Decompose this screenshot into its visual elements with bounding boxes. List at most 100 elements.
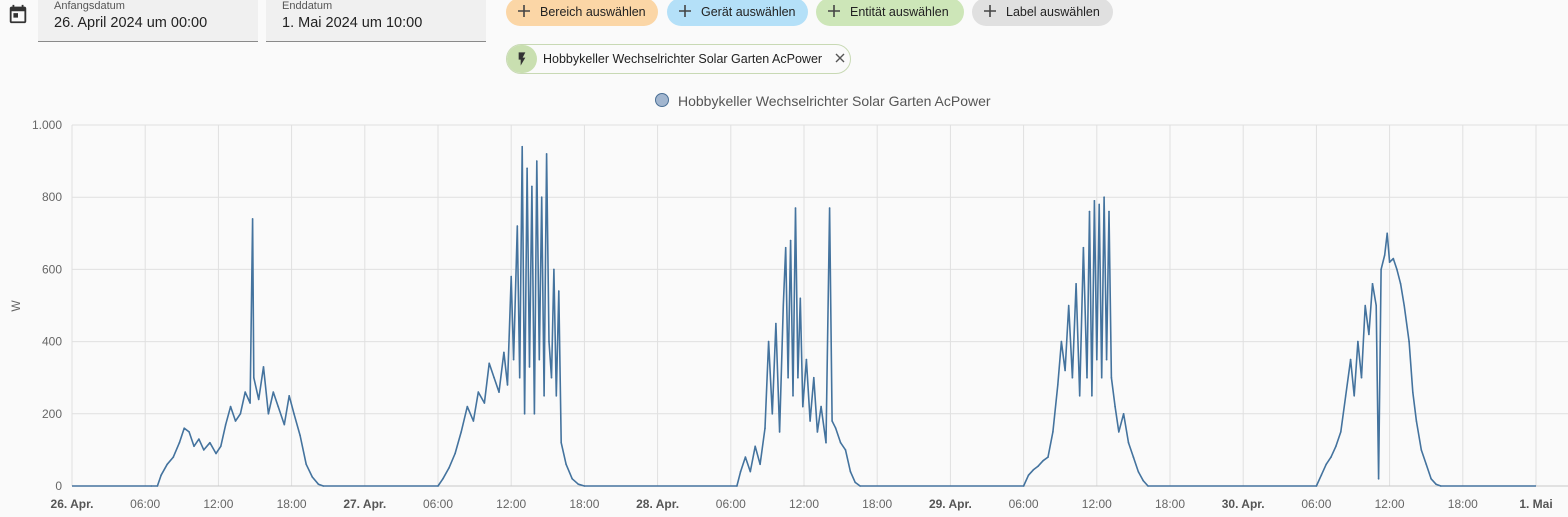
data-point (775, 322, 777, 325)
data-point (1047, 456, 1049, 458)
choose-device-label: Gerät auswählen (701, 5, 796, 19)
choose-entity-button[interactable]: Entität auswählen (816, 0, 964, 26)
data-point (1360, 376, 1363, 379)
data-point (1037, 465, 1039, 467)
x-tick-label: 06:00 (716, 497, 746, 511)
data-point (1377, 478, 1380, 480)
x-tick-label: 1. Mai (1519, 497, 1552, 511)
data-point (1430, 478, 1432, 480)
data-point (1147, 485, 1149, 487)
data-point (1392, 257, 1395, 260)
data-point (809, 420, 811, 422)
entity-icon-container (507, 45, 537, 73)
end-date-value: 1. Mai 2024 um 10:00 (282, 15, 423, 31)
legend-label: Hobbykeller Wechselrichter Solar Garten … (678, 93, 991, 109)
data-point (1075, 283, 1077, 285)
data-point (553, 268, 555, 271)
data-point (526, 167, 528, 170)
y-tick-label: 200 (42, 407, 62, 421)
data-point (466, 405, 469, 408)
y-tick-label: 600 (42, 262, 62, 276)
data-point (583, 485, 586, 487)
y-tick-label: 1.000 (32, 118, 62, 132)
data-point (442, 478, 444, 480)
data-point (193, 445, 195, 448)
legend-swatch (655, 93, 669, 107)
choose-area-button[interactable]: Bereich auswählen (506, 0, 658, 26)
choose-label-label: Label auswählen (1006, 5, 1100, 19)
data-point (1093, 200, 1096, 202)
data-point (543, 395, 545, 397)
data-point (1027, 474, 1030, 477)
data-point (1315, 485, 1318, 487)
data-point (767, 340, 770, 343)
data-point (150, 485, 153, 487)
data-point (156, 485, 159, 487)
data-point (533, 413, 536, 415)
data-point (1440, 485, 1442, 487)
end-date-field[interactable]: Enddatum 1. Mai 2024 um 10:00 (266, 0, 486, 42)
data-point (854, 481, 856, 484)
x-tick-label: 12:00 (1375, 497, 1405, 511)
data-point (1371, 283, 1374, 285)
data-point (448, 467, 450, 469)
data-point (305, 463, 308, 466)
data-point (797, 376, 799, 379)
y-tick-label: 400 (42, 335, 62, 349)
data-point (1335, 445, 1337, 448)
data-point (1375, 304, 1377, 307)
data-point (322, 485, 325, 487)
data-point (1091, 395, 1093, 397)
start-date-field[interactable]: Anfangsdatum 26. April 2024 um 00:00 (38, 0, 258, 42)
start-date-label: Anfangsdatum (54, 0, 125, 12)
data-point (813, 376, 815, 379)
x-tick-label: 18:00 (569, 497, 599, 511)
selected-entity-chip[interactable]: Hobbykeller Wechselrichter Solar Garten … (506, 44, 851, 74)
data-point (1137, 470, 1140, 473)
data-point (1364, 304, 1366, 307)
data-point (521, 145, 523, 148)
data-point (183, 427, 185, 430)
plus-icon (518, 5, 530, 17)
data-point (558, 290, 560, 292)
data-point (172, 456, 175, 458)
data-point (1412, 391, 1414, 393)
data-point (792, 395, 794, 397)
data-point (540, 196, 543, 198)
data-point (1396, 268, 1398, 271)
data-point (523, 413, 526, 415)
data-point (799, 297, 802, 300)
data-point (1386, 232, 1388, 235)
data-point (1399, 283, 1402, 285)
data-point (166, 463, 168, 466)
data-point (178, 441, 181, 444)
calendar-icon[interactable] (7, 3, 29, 25)
start-date-value: 26. April 2024 um 00:00 (54, 15, 208, 31)
data-point (787, 376, 789, 379)
data-point (1078, 395, 1081, 397)
x-tick-label: 27. Apr. (343, 497, 386, 511)
data-point (483, 402, 486, 404)
x-tick-label: 28. Apr. (636, 497, 679, 511)
data-point (839, 441, 842, 444)
data-point (188, 431, 190, 433)
data-point (778, 431, 781, 433)
data-point (771, 413, 774, 415)
data-point (1349, 358, 1352, 361)
data-point (516, 225, 519, 227)
data-point (311, 476, 314, 478)
x-tick-label: 12:00 (203, 497, 233, 511)
data-point (536, 160, 538, 162)
data-point (831, 420, 833, 422)
data-point (257, 398, 260, 401)
data-point (538, 358, 541, 361)
data-point (1098, 203, 1100, 206)
remove-entity-icon[interactable] (834, 52, 846, 64)
x-tick-label: 06:00 (130, 497, 160, 511)
choose-device-button[interactable]: Gerät auswählen (667, 0, 808, 26)
x-tick-label: 12:00 (1082, 497, 1112, 511)
data-point (1067, 304, 1070, 307)
choose-label-button[interactable]: Label auswählen (972, 0, 1113, 26)
x-tick-label: 26. Apr. (51, 497, 94, 511)
